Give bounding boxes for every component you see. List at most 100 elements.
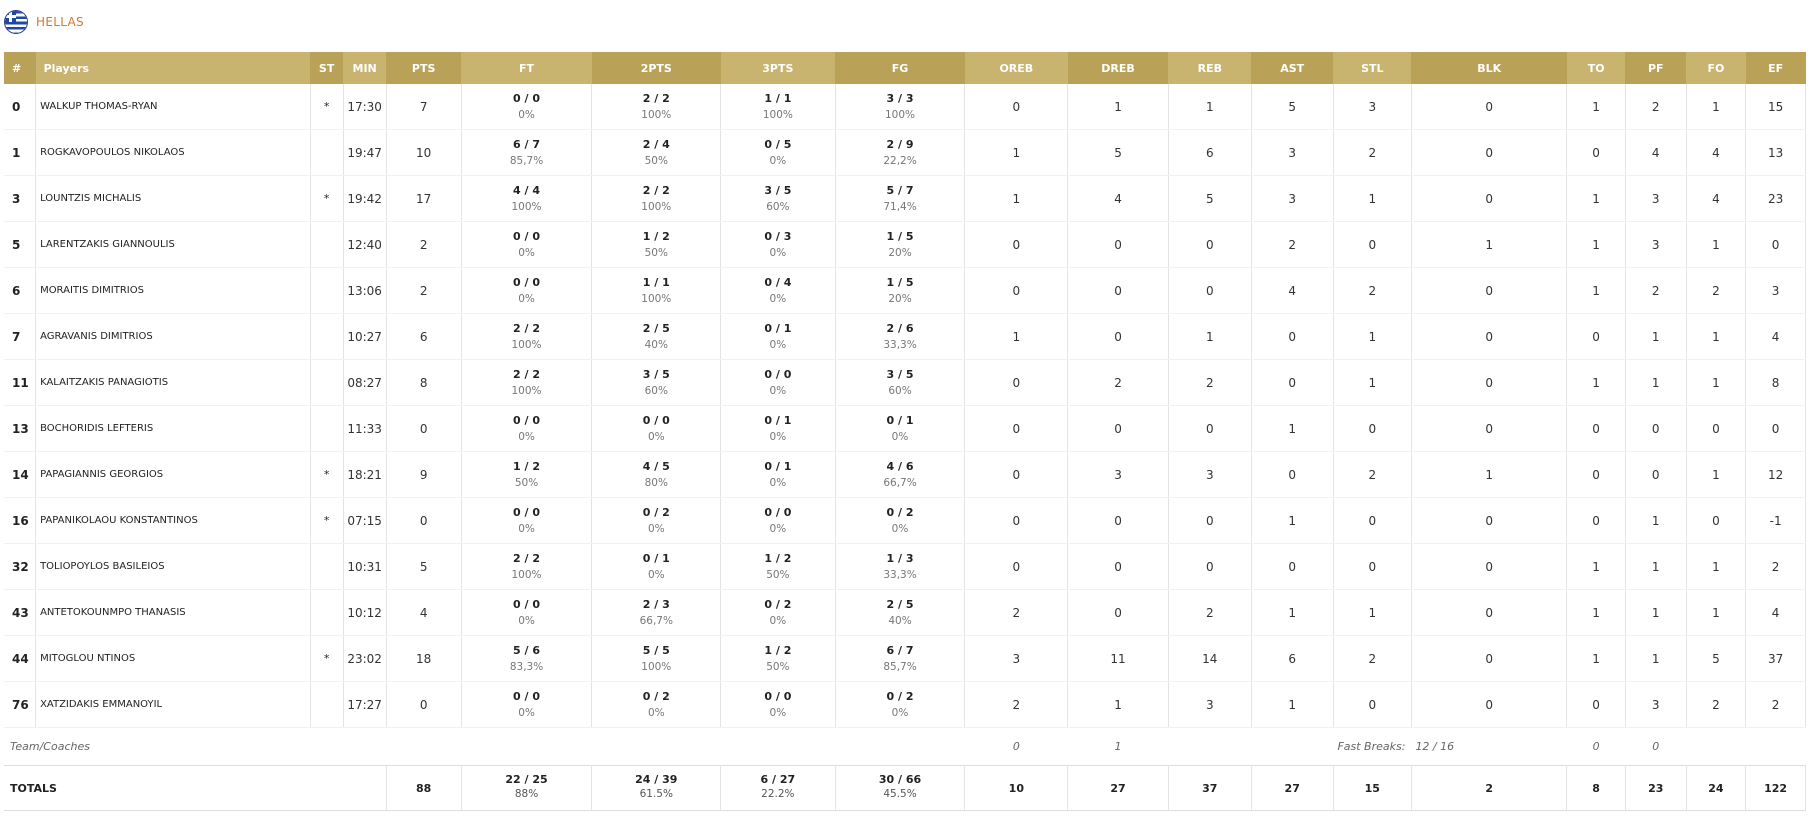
col-header-ef[interactable]: EF <box>1745 52 1806 84</box>
col-header-ast[interactable]: AST <box>1251 52 1334 84</box>
player-blk: 0 <box>1411 681 1568 728</box>
player-name[interactable]: BOCHORIDIS LEFTERIS <box>35 405 311 452</box>
col-header-st[interactable]: ST <box>310 52 343 84</box>
totals-2pts-made: 24 / 39 <box>635 773 678 786</box>
player-3pts: 0 / 3 0% <box>720 221 836 268</box>
col-header-dreb[interactable]: DREB <box>1067 52 1169 84</box>
player-fg: 2 / 5 40% <box>835 589 966 636</box>
player-name[interactable]: ANTETOKOUNMPO THANASIS <box>35 589 311 636</box>
player-fg-made: 2 / 5 <box>886 597 914 611</box>
player-name[interactable]: LARENTZAKIS GIANNOULIS <box>35 221 311 268</box>
player-name[interactable]: MITOGLOU NTINOS <box>35 635 311 682</box>
player-fo: 1 <box>1686 313 1747 360</box>
player-to: 1 <box>1566 175 1626 222</box>
col-header-ft[interactable]: FT <box>461 52 592 84</box>
player-name[interactable]: ROGKAVOPOULOS NIKOLAOS <box>35 129 311 176</box>
player-pts: 0 <box>386 405 462 452</box>
col-header-to[interactable]: TO <box>1566 52 1626 84</box>
player-row: 14 PAPAGIANNIS GEORGIOS * 18:21 9 1 / 2 50% 4 /… <box>4 451 1806 498</box>
player-2pts-made: 0 / 2 <box>642 689 670 703</box>
team-name[interactable]: HELLAS <box>36 15 84 29</box>
player-pts: 0 <box>386 497 462 544</box>
col-header-stl[interactable]: STL <box>1333 52 1412 84</box>
player-3pts-pct: 0% <box>769 292 787 305</box>
player-2pts: 1 / 1 100% <box>591 267 722 314</box>
player-ef: 4 <box>1745 313 1806 360</box>
player-ft-pct: 0% <box>518 292 535 305</box>
player-stl: 0 <box>1333 543 1412 590</box>
col-header-players[interactable]: Players <box>35 52 311 84</box>
col-header-pts[interactable]: PTS <box>386 52 462 84</box>
team-header: HELLAS <box>4 7 84 37</box>
player-number: 3 <box>4 175 37 222</box>
player-row: 1 ROGKAVOPOULOS NIKOLAOS 19:47 10 6 / 7 85,7%… <box>4 129 1806 176</box>
player-2pts-made: 5 / 5 <box>642 643 670 657</box>
player-3pts-pct: 0% <box>769 246 787 259</box>
player-fg-pct: 33,3% <box>883 338 917 351</box>
player-name[interactable]: PAPANIKOLAOU KONSTANTINOS <box>35 497 311 544</box>
player-reb: 6 <box>1168 129 1252 176</box>
player-fo: 2 <box>1686 267 1747 314</box>
player-3pts-made: 1 / 2 <box>764 551 792 565</box>
player-name[interactable]: PAPAGIANNIS GEORGIOS <box>35 451 311 498</box>
player-3pts-made: 0 / 1 <box>764 321 792 335</box>
player-dreb: 0 <box>1067 589 1169 636</box>
player-ft-pct: 0% <box>518 522 535 535</box>
player-2pts-made: 4 / 5 <box>642 459 670 473</box>
player-pts: 9 <box>386 451 462 498</box>
col-header-fo[interactable]: FO <box>1686 52 1746 84</box>
team-oreb: 0 <box>964 727 1068 766</box>
col-header-reb[interactable]: REB <box>1168 52 1252 84</box>
player-oreb: 0 <box>964 84 1069 130</box>
col-header-min[interactable]: MIN <box>343 52 387 84</box>
col-header-pf[interactable]: PF <box>1625 52 1687 84</box>
player-fg-made: 3 / 5 <box>886 367 914 381</box>
player-name[interactable]: TOLIOPOYLOS BASILEIOS <box>35 543 311 590</box>
player-min: 10:27 <box>343 313 387 360</box>
player-ft: 2 / 2 100% <box>461 313 593 360</box>
player-name[interactable]: KALAITZAKIS PANAGIOTIS <box>35 359 311 406</box>
player-name[interactable]: WALKUP THOMAS-RYAN <box>35 84 311 130</box>
player-reb: 3 <box>1168 681 1252 728</box>
player-name[interactable]: AGRAVANIS DIMITRIOS <box>35 313 311 360</box>
player-fo: 2 <box>1686 681 1747 728</box>
player-reb: 3 <box>1168 451 1252 498</box>
col-header-oreb[interactable]: OREB <box>964 52 1068 84</box>
player-starter: * <box>310 635 344 682</box>
player-to: 0 <box>1566 129 1626 176</box>
player-2pts-made: 2 / 2 <box>642 91 670 105</box>
player-blk: 0 <box>1411 84 1568 130</box>
col-header-2pts[interactable]: 2PTS <box>591 52 721 84</box>
player-ef: 3 <box>1745 267 1806 314</box>
player-stl: 2 <box>1333 635 1412 682</box>
player-number: 14 <box>4 451 37 498</box>
player-starter <box>310 543 344 590</box>
player-fg-made: 0 / 2 <box>886 505 914 519</box>
player-3pts-pct: 0% <box>769 430 787 443</box>
player-reb: 14 <box>1168 635 1252 682</box>
player-pts: 10 <box>386 129 462 176</box>
player-starter <box>310 129 344 176</box>
col-header-3pts[interactable]: 3PTS <box>720 52 836 84</box>
col-header-blk[interactable]: BLK <box>1411 52 1567 84</box>
player-ft: 6 / 7 85,7% <box>461 129 593 176</box>
player-2pts-pct: 66,7% <box>639 614 673 627</box>
player-ft-pct: 50% <box>514 476 539 489</box>
player-ft-pct: 0% <box>518 430 535 443</box>
player-2pts: 0 / 2 0% <box>591 681 722 728</box>
totals-3pts: 6 / 27 22.2% <box>720 765 836 811</box>
player-name[interactable]: XATZIDAKIS EMMANOYIL <box>35 681 311 728</box>
col-header-number[interactable]: # <box>4 52 36 84</box>
player-oreb: 0 <box>964 497 1069 544</box>
player-oreb: 2 <box>964 681 1069 728</box>
player-starter <box>310 221 344 268</box>
player-oreb: 0 <box>964 405 1069 452</box>
player-name[interactable]: LOUNTZIS MICHALIS <box>35 175 311 222</box>
player-min: 07:15 <box>343 497 387 544</box>
player-fg: 0 / 2 0% <box>835 497 966 544</box>
player-fg-pct: 0% <box>891 706 909 719</box>
col-header-fg[interactable]: FG <box>835 52 965 84</box>
player-name[interactable]: MORAITIS DIMITRIOS <box>35 267 311 314</box>
player-ft-pct: 0% <box>518 108 535 121</box>
